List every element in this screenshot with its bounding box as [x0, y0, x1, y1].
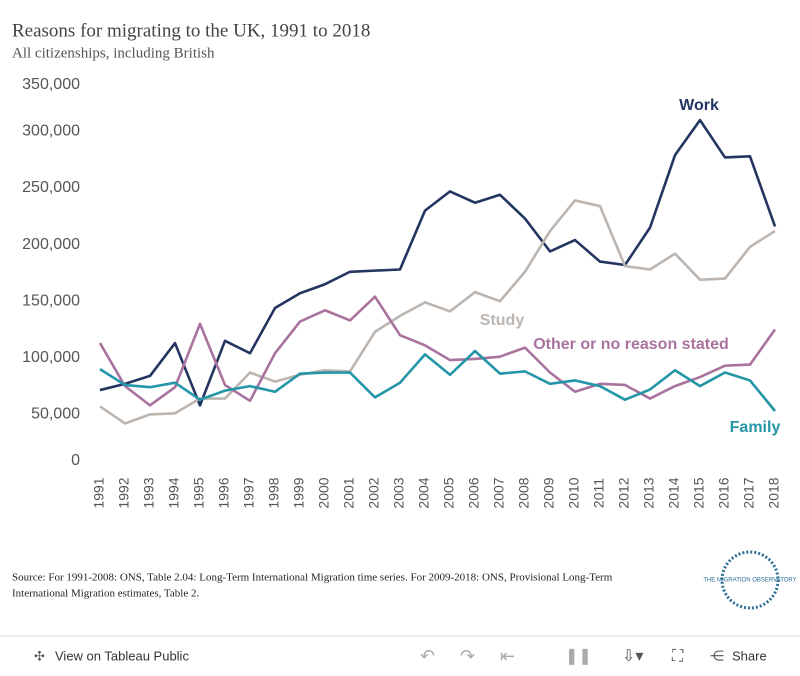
x-tick-label: 2009	[541, 477, 557, 508]
x-tick-label: 1992	[116, 477, 132, 508]
tableau-link[interactable]: ✣ View on Tableau Public	[34, 648, 189, 663]
x-tick-label: 1999	[291, 477, 307, 508]
tableau-icon: ✣	[34, 648, 45, 663]
y-tick-label: 250,000	[22, 179, 80, 196]
x-tick-label: 2000	[316, 477, 332, 508]
chart-subtitle: All citizenships, including British	[12, 45, 215, 61]
x-tick-label: 2001	[341, 477, 357, 508]
y-tick-label: 350,000	[22, 76, 80, 93]
x-tick-label: 1994	[166, 477, 182, 508]
redo-icon[interactable]: ↷	[460, 646, 475, 666]
y-tick-label: 100,000	[22, 349, 80, 366]
share-label[interactable]: Share	[732, 648, 767, 663]
x-tick-label: 2012	[616, 477, 632, 508]
x-tick-label: 2008	[516, 477, 532, 508]
x-tick-label: 2005	[441, 477, 457, 508]
series-label: Family	[730, 419, 781, 436]
series-line	[98, 295, 777, 407]
x-tick-label: 2016	[716, 477, 732, 508]
share-icon: ⋲	[710, 648, 724, 664]
source: International Migration estimates, Table…	[12, 588, 199, 600]
pause-icon[interactable]: ❚❚	[565, 648, 592, 665]
x-tick-label: 1996	[216, 477, 232, 508]
x-tick-label: 1995	[191, 477, 207, 508]
x-tick-label: 2014	[666, 477, 682, 508]
series-label: Other or no reason stated	[533, 336, 729, 353]
download-icon[interactable]: ⇩▾	[622, 648, 643, 665]
x-tick-label: 2011	[591, 478, 607, 508]
revert-icon[interactable]: ⇤	[500, 646, 515, 666]
series-line	[99, 118, 777, 407]
chart-title: Reasons for migrating to the UK, 1991 to…	[12, 20, 370, 41]
source: Source: For 1991-2008: ONS, Table 2.04: …	[12, 572, 613, 584]
x-tick-label: 2013	[641, 477, 657, 508]
x-tick-label: 2017	[741, 477, 757, 508]
x-tick-label: 2018	[766, 477, 782, 508]
series-label: Work	[679, 97, 719, 114]
x-tick-label: 2002	[366, 477, 382, 508]
y-tick-label: 300,000	[22, 123, 80, 140]
x-tick-label: 2003	[391, 477, 407, 508]
x-tick-label: 2007	[491, 477, 507, 508]
series-label: Study	[480, 312, 525, 329]
fullscreen-icon[interactable]: ⛶	[672, 648, 684, 665]
undo-icon[interactable]: ↶	[420, 646, 435, 666]
logo-text: THE MIGRATION OBSERVATORY	[703, 578, 796, 584]
logo: THE MIGRATION OBSERVATORY	[703, 550, 797, 610]
x-tick-label: 2004	[416, 477, 432, 508]
x-tick-label: 1993	[141, 477, 157, 508]
x-tick-label: 1991	[91, 477, 107, 508]
footer-link[interactable]: View on Tableau Public	[55, 648, 189, 663]
y-tick-label: 50,000	[31, 406, 80, 423]
y-tick-label: 200,000	[22, 236, 80, 253]
share-button[interactable]: ⋲ Share	[710, 648, 767, 664]
plot: 0 50,000 100,000 150,000 200,000 250,000 300,0…	[22, 76, 782, 508]
x-tick-label: 2006	[466, 477, 482, 508]
series-line	[99, 199, 776, 425]
x-tick-label: 1997	[241, 477, 257, 508]
x-tick-label: 2010	[566, 477, 582, 508]
x-tick-label: 1998	[266, 477, 282, 508]
y-tick-label: 0	[71, 452, 80, 469]
series-line	[99, 349, 777, 412]
x-tick-label: 2015	[691, 477, 707, 508]
y-tick-label: 150,000	[22, 292, 80, 309]
